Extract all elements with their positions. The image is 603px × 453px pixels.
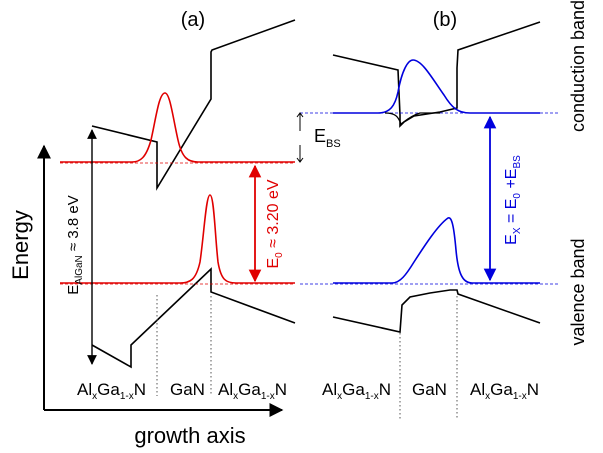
- valence-band-label: valence band: [568, 238, 588, 345]
- panel-b: EBS EX = E0 +EBS: [296, 21, 560, 420]
- conduction-band-edge-a: [91, 19, 296, 191]
- region-labels: AlxGa1-xN GaN AlxGa1-xN AlxGa1-xN GaN Al…: [77, 380, 539, 402]
- hole-wavefunction-a: [60, 194, 295, 284]
- ebs-tick-top: [296, 112, 304, 118]
- panel-label-b: (b): [433, 9, 457, 31]
- growth-axis-label: growth axis: [134, 423, 245, 448]
- region-algan-b-right: AlxGa1-xN: [470, 380, 539, 402]
- e0-label: E0 ≈ 3.20 eV: [265, 179, 285, 268]
- panel-label-a: (a): [181, 9, 205, 31]
- region-algan-a-right: AlxGa1-xN: [218, 380, 287, 402]
- ebs-label: EBS: [314, 126, 341, 150]
- valence-band-edge-b: [332, 289, 541, 333]
- conduction-band-edge-b: [332, 21, 541, 128]
- region-gan-a: GaN: [170, 380, 205, 399]
- valence-band-edge-a: [91, 267, 296, 369]
- ebs-tick-bottom: [296, 157, 304, 163]
- exciton-wavefunction-cb: [333, 59, 540, 114]
- bandgap-label: EAlGaN ≈ 3.8 eV: [65, 195, 85, 294]
- panel-a: EAlGaN ≈ 3.8 eV E0 ≈ 3.20 eV: [60, 19, 296, 396]
- region-gan-b: GaN: [412, 380, 447, 399]
- region-algan-a-left: AlxGa1-xN: [77, 380, 146, 402]
- cb-inner-curve: [384, 112, 440, 125]
- energy-axis-label: Energy: [8, 210, 33, 280]
- region-algan-b-left: AlxGa1-xN: [322, 380, 391, 402]
- axes: Energy growth axis: [8, 144, 284, 448]
- electron-wavefunction-a: [60, 92, 295, 163]
- exciton-wavefunction-vb: [333, 217, 540, 284]
- conduction-band-label: conduction band: [568, 0, 588, 132]
- ex-label: EX = E0 +EBS: [503, 155, 523, 245]
